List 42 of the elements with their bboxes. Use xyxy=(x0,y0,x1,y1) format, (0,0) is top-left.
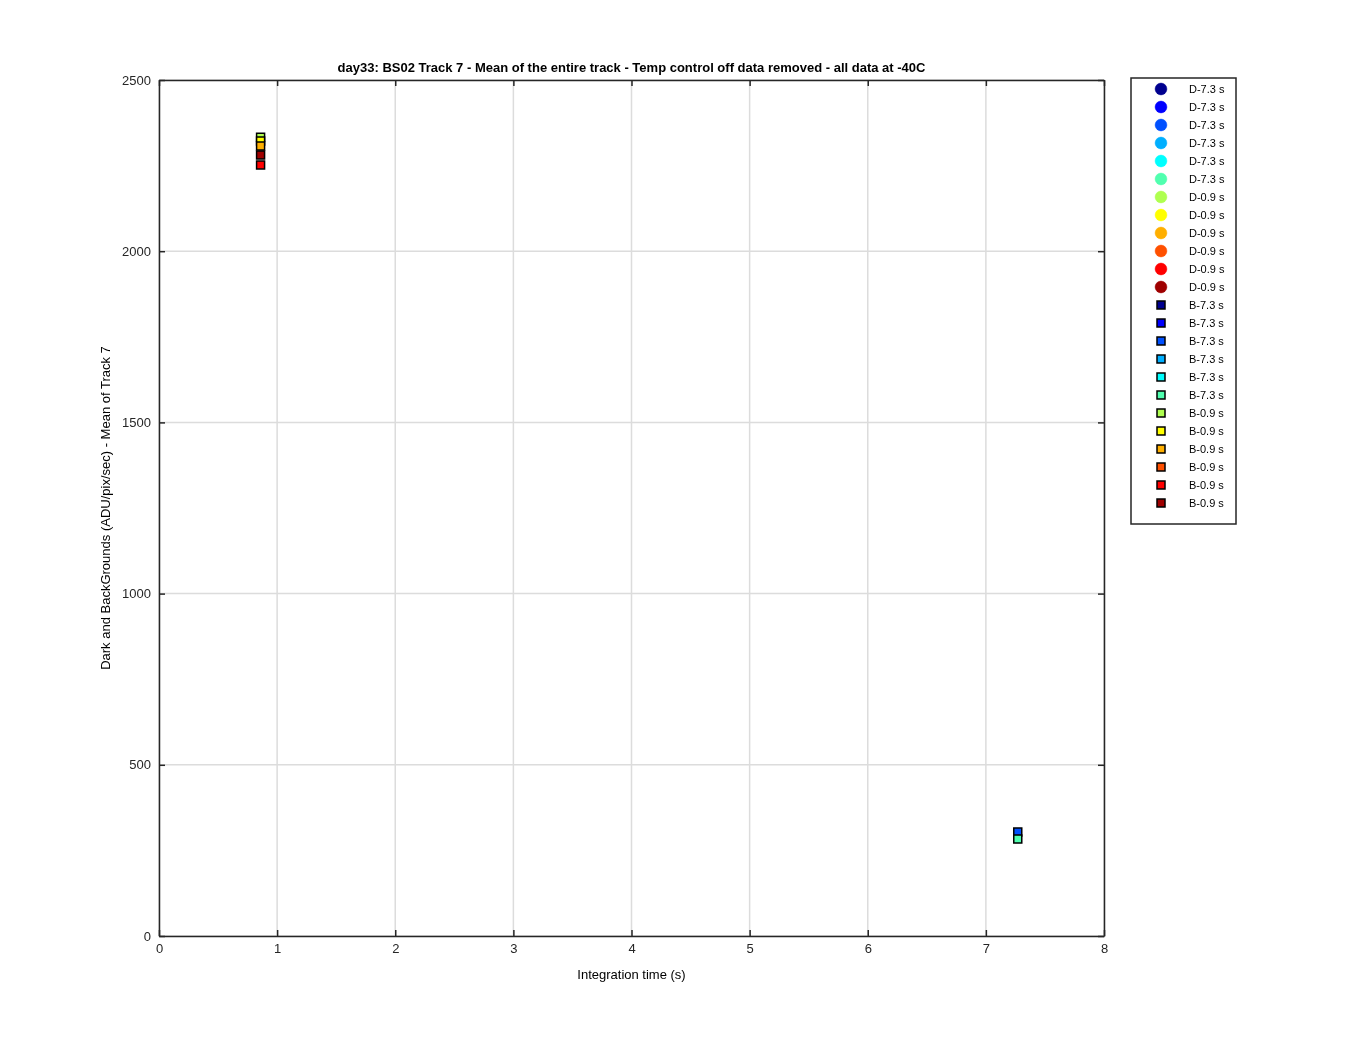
y-tick-label: 0 xyxy=(143,928,151,944)
x-tick-label: 5 xyxy=(746,941,754,957)
legend-label: B-7.3 s xyxy=(1189,353,1225,365)
legend-label: B-7.3 s xyxy=(1189,317,1225,329)
legend-label: D-0.9 s xyxy=(1189,209,1225,221)
legend-label: B-7.3 s xyxy=(1189,389,1225,401)
x-tick-label: 0 xyxy=(155,941,164,957)
y-tick-label: 2000 xyxy=(122,243,151,259)
legend-label: D-0.9 s xyxy=(1189,281,1225,293)
legend-label: B-0.9 s xyxy=(1189,443,1225,455)
legend-label: B-0.9 s xyxy=(1189,407,1225,419)
y-tick-label: 1000 xyxy=(122,586,151,602)
legend-label: B-0.9 s xyxy=(1189,425,1225,437)
legend-label: D-7.3 s xyxy=(1189,137,1225,149)
x-axis-title: Integration time (s) xyxy=(577,967,686,982)
legend-label: D-0.9 s xyxy=(1189,245,1225,257)
x-tick-label: 7 xyxy=(982,941,990,957)
legend-label: D-0.9 s xyxy=(1189,263,1225,275)
legend-label: D-7.3 s xyxy=(1189,173,1225,185)
x-tick-label: 1 xyxy=(274,941,282,957)
legend-label: B-7.3 s xyxy=(1189,371,1225,383)
legend-label: D-7.3 s xyxy=(1189,83,1225,95)
y-tick-label: 1500 xyxy=(122,415,151,431)
legend-label: B-7.3 s xyxy=(1189,335,1225,347)
x-tick-label: 3 xyxy=(510,941,518,957)
legend-label: B-0.9 s xyxy=(1189,479,1225,491)
chart-title: day33: BS02 Track 7 - Mean of the entire track - Temp control off data removed - all data at -40C xyxy=(337,60,927,75)
legend-label: B-7.3 s xyxy=(1189,299,1225,311)
x-tick-label: 4 xyxy=(628,941,636,957)
legend-label: D-0.9 s xyxy=(1189,227,1225,239)
y-axis-title: Dark and BackGrounds (ADU/pix/sec) - Mean of Track 7 xyxy=(98,346,113,670)
x-tick-label: 2 xyxy=(392,941,400,957)
legend-label: B-0.9 s xyxy=(1189,497,1225,509)
y-tick-label: 500 xyxy=(129,757,151,773)
legend-label: D-7.3 s xyxy=(1189,155,1225,167)
legend-label: D-7.3 s xyxy=(1189,101,1225,113)
legend-label: B-0.9 s xyxy=(1189,461,1225,473)
legend-label: D-7.3 s xyxy=(1189,119,1225,131)
legend-label: D-0.9 s xyxy=(1189,191,1225,203)
y-tick-label: 2500 xyxy=(122,72,151,88)
x-tick-label: 8 xyxy=(1100,941,1109,957)
x-tick-label: 6 xyxy=(864,941,872,957)
